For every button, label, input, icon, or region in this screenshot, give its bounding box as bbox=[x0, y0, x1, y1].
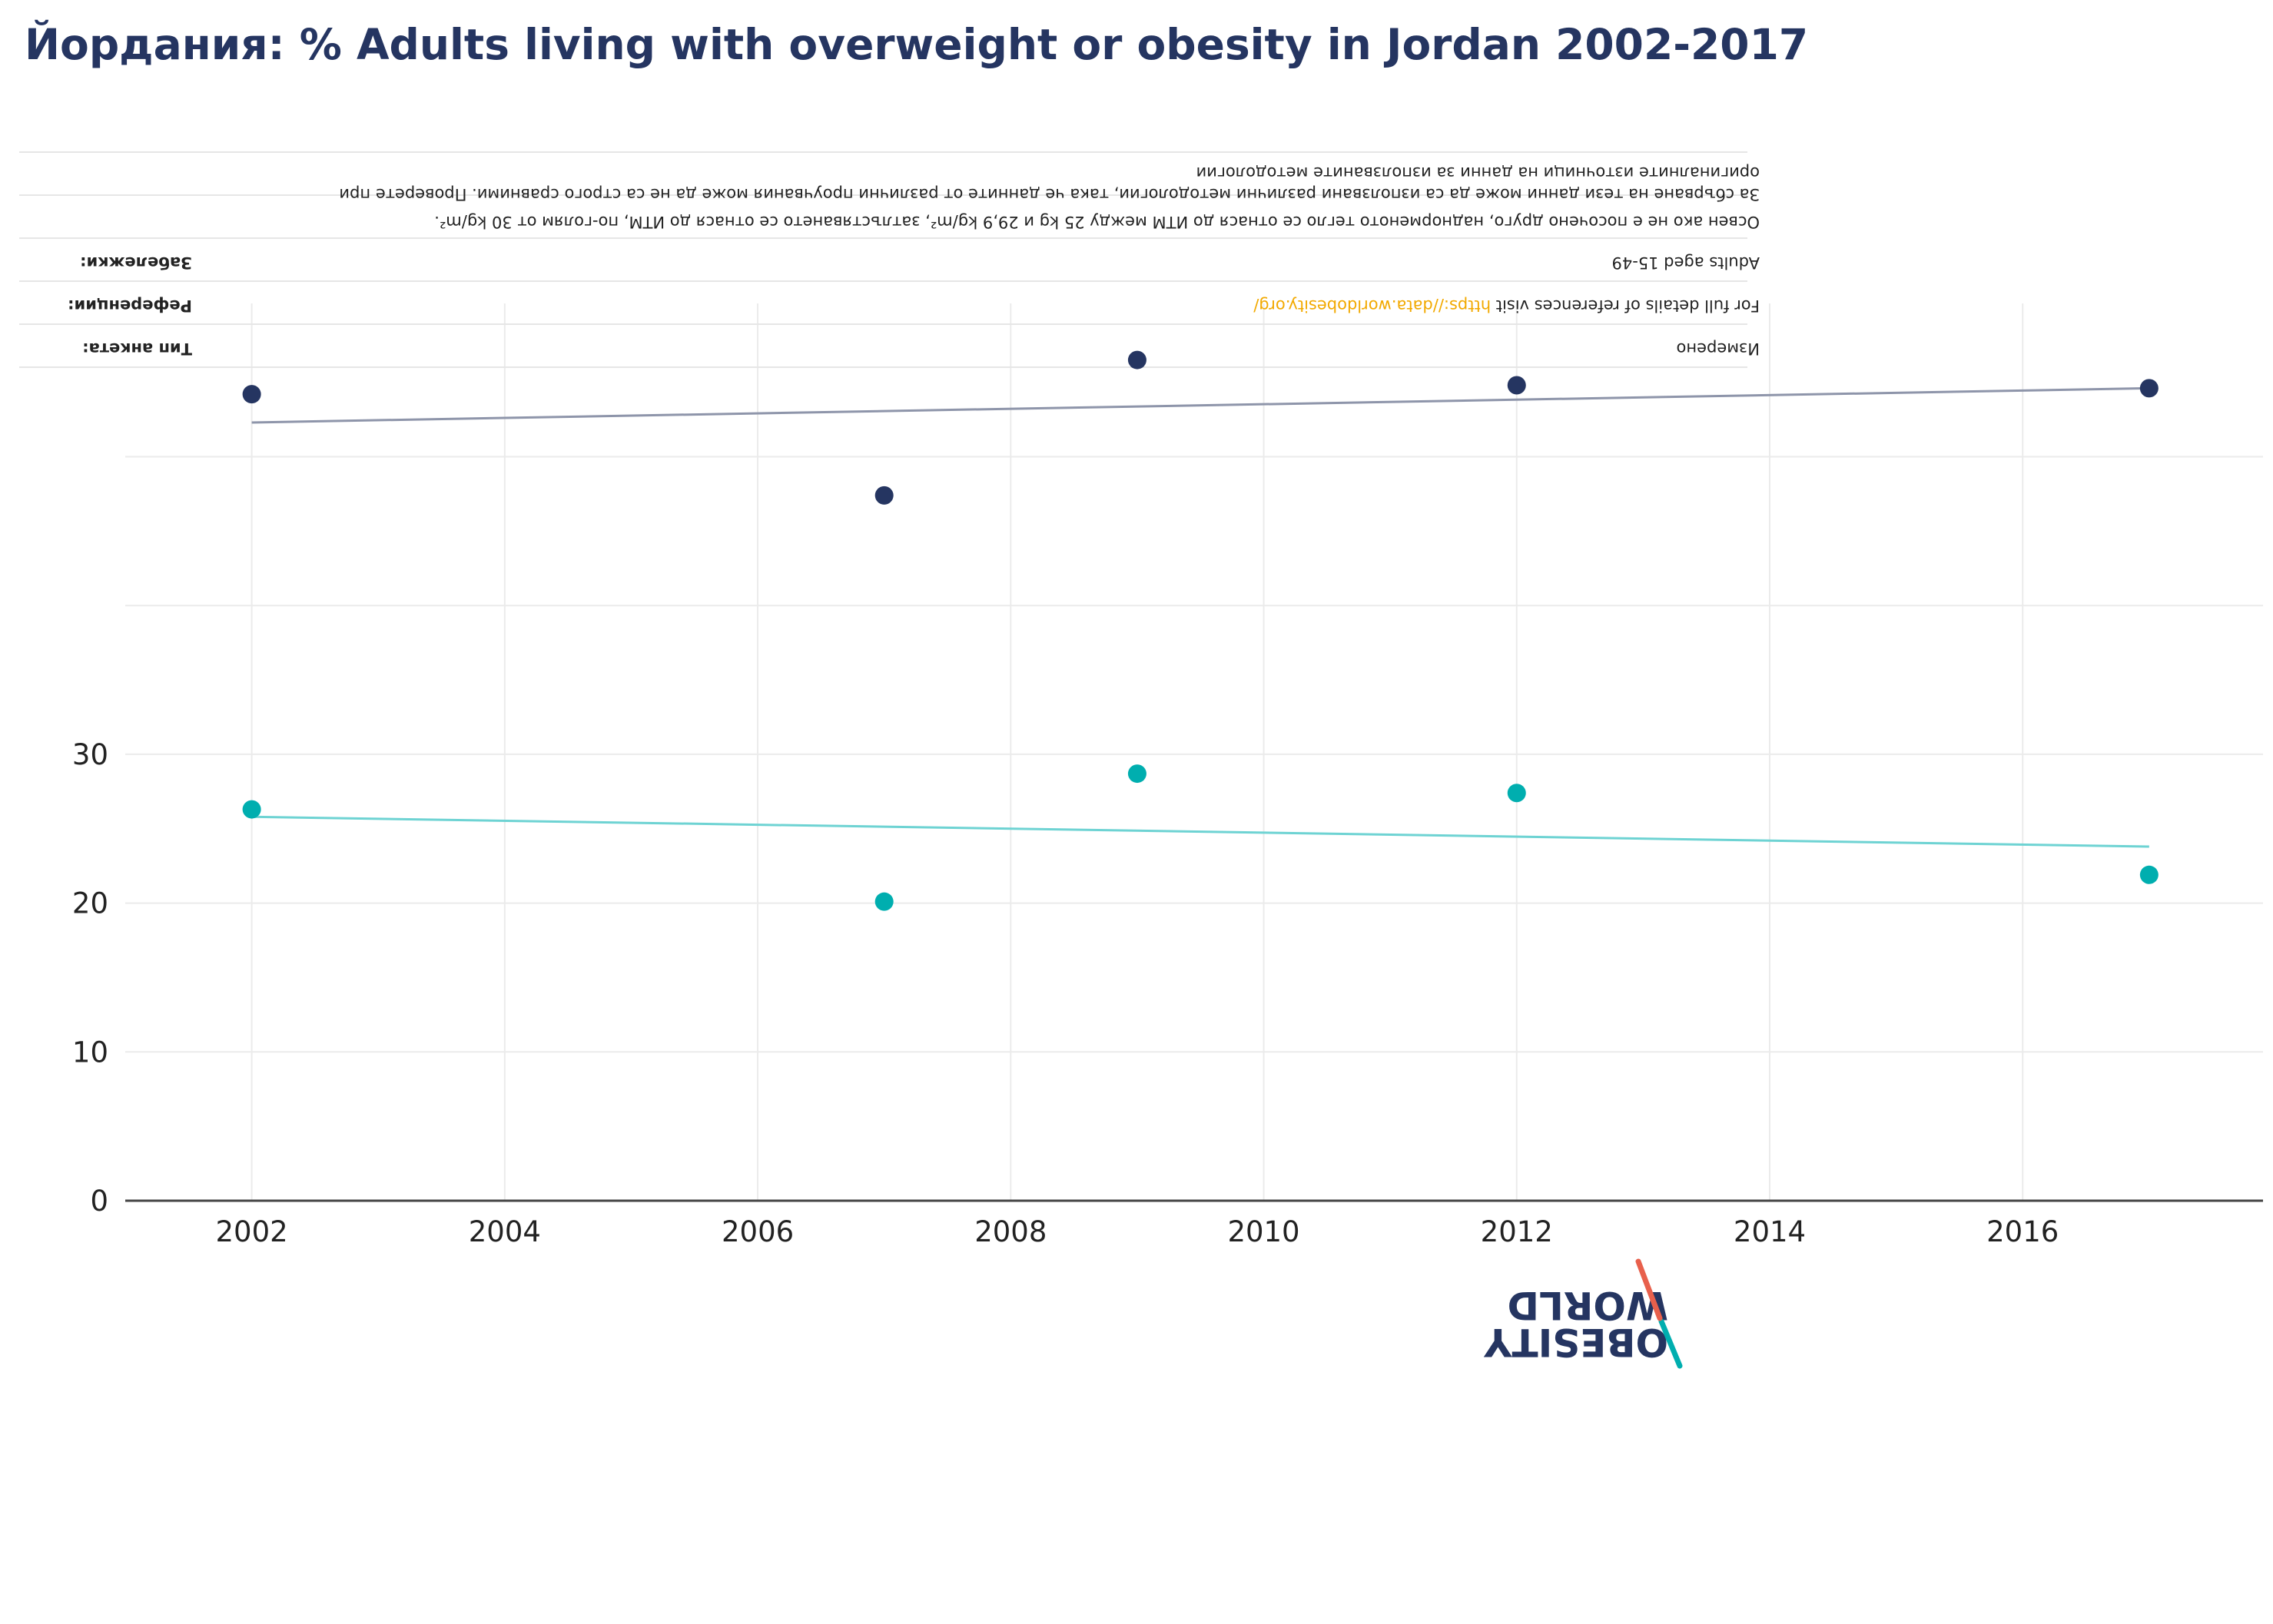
info-value-survey-type: Измерено bbox=[1677, 340, 1760, 358]
x-tick-label: 2012 bbox=[1481, 1215, 1553, 1248]
logo-slash-red bbox=[1635, 1258, 1663, 1321]
info-label-references: Референции: bbox=[68, 297, 192, 315]
y-tick-label: 10 bbox=[72, 1036, 108, 1069]
x-tick-label: 2006 bbox=[722, 1215, 794, 1248]
logo-text-obesity: OBESITY bbox=[1484, 1320, 1668, 1364]
x-tick-label: 2010 bbox=[1227, 1215, 1299, 1248]
grid-lines bbox=[125, 303, 2263, 1201]
trend-line bbox=[251, 386, 2149, 424]
world-obesity-logo: OBESITY WORLD bbox=[1484, 1258, 1683, 1369]
logo-slash-teal bbox=[1658, 1318, 1683, 1369]
data-point bbox=[2139, 379, 2159, 398]
logo-text-world: WORLD bbox=[1507, 1283, 1668, 1327]
y-tick-label: 20 bbox=[72, 887, 108, 920]
x-tick-label: 2016 bbox=[1986, 1215, 2059, 1248]
references-text: For full details of references visit bbox=[1491, 297, 1760, 315]
data-point bbox=[1507, 376, 1526, 395]
x-tick-label: 2008 bbox=[974, 1215, 1047, 1248]
info-label-notes: Забележки: bbox=[80, 254, 192, 272]
data-points bbox=[242, 350, 2159, 911]
x-tick-label: 2002 bbox=[216, 1215, 288, 1248]
x-tick-label: 2004 bbox=[469, 1215, 541, 1248]
x-tick-label: 2014 bbox=[1734, 1215, 1806, 1248]
info-note-bmi-definition: Освен ако не е посочено друго, наднормен… bbox=[434, 213, 1760, 231]
references-link[interactable]: https://data.worldobesity.org/ bbox=[1253, 297, 1491, 315]
tick-labels: 2002 2004 2006 2008 2010 2012 2014 2016 0 10 20 30 bbox=[72, 738, 2059, 1248]
data-point bbox=[1127, 764, 1146, 784]
trend-line bbox=[251, 815, 2149, 848]
info-note-methodology-line2: оригиналните източници на данни за изпол… bbox=[1196, 164, 1760, 182]
data-point bbox=[1507, 784, 1526, 803]
info-label-survey-type: Тип анкета: bbox=[82, 340, 192, 358]
trend-lines bbox=[251, 386, 2149, 848]
data-point bbox=[242, 385, 261, 404]
y-tick-label: 30 bbox=[72, 738, 108, 771]
data-point bbox=[874, 892, 894, 911]
info-value-notes: Adults aged 15-49 bbox=[1612, 254, 1760, 272]
data-point bbox=[1127, 350, 1146, 370]
info-note-methodology-line1: За сбърване на тези данни може да са изп… bbox=[339, 185, 1760, 204]
data-point bbox=[242, 800, 261, 819]
chart-title: Йордания: % Adults living with overweigh… bbox=[25, 20, 1809, 69]
info-value-references: For full details of references visit htt… bbox=[1253, 297, 1760, 315]
info-table: Тип анкета: Измерено Референции: For ful… bbox=[19, 151, 1760, 368]
data-point bbox=[2139, 865, 2159, 884]
y-tick-label: 0 bbox=[90, 1185, 108, 1218]
data-point bbox=[874, 486, 894, 505]
